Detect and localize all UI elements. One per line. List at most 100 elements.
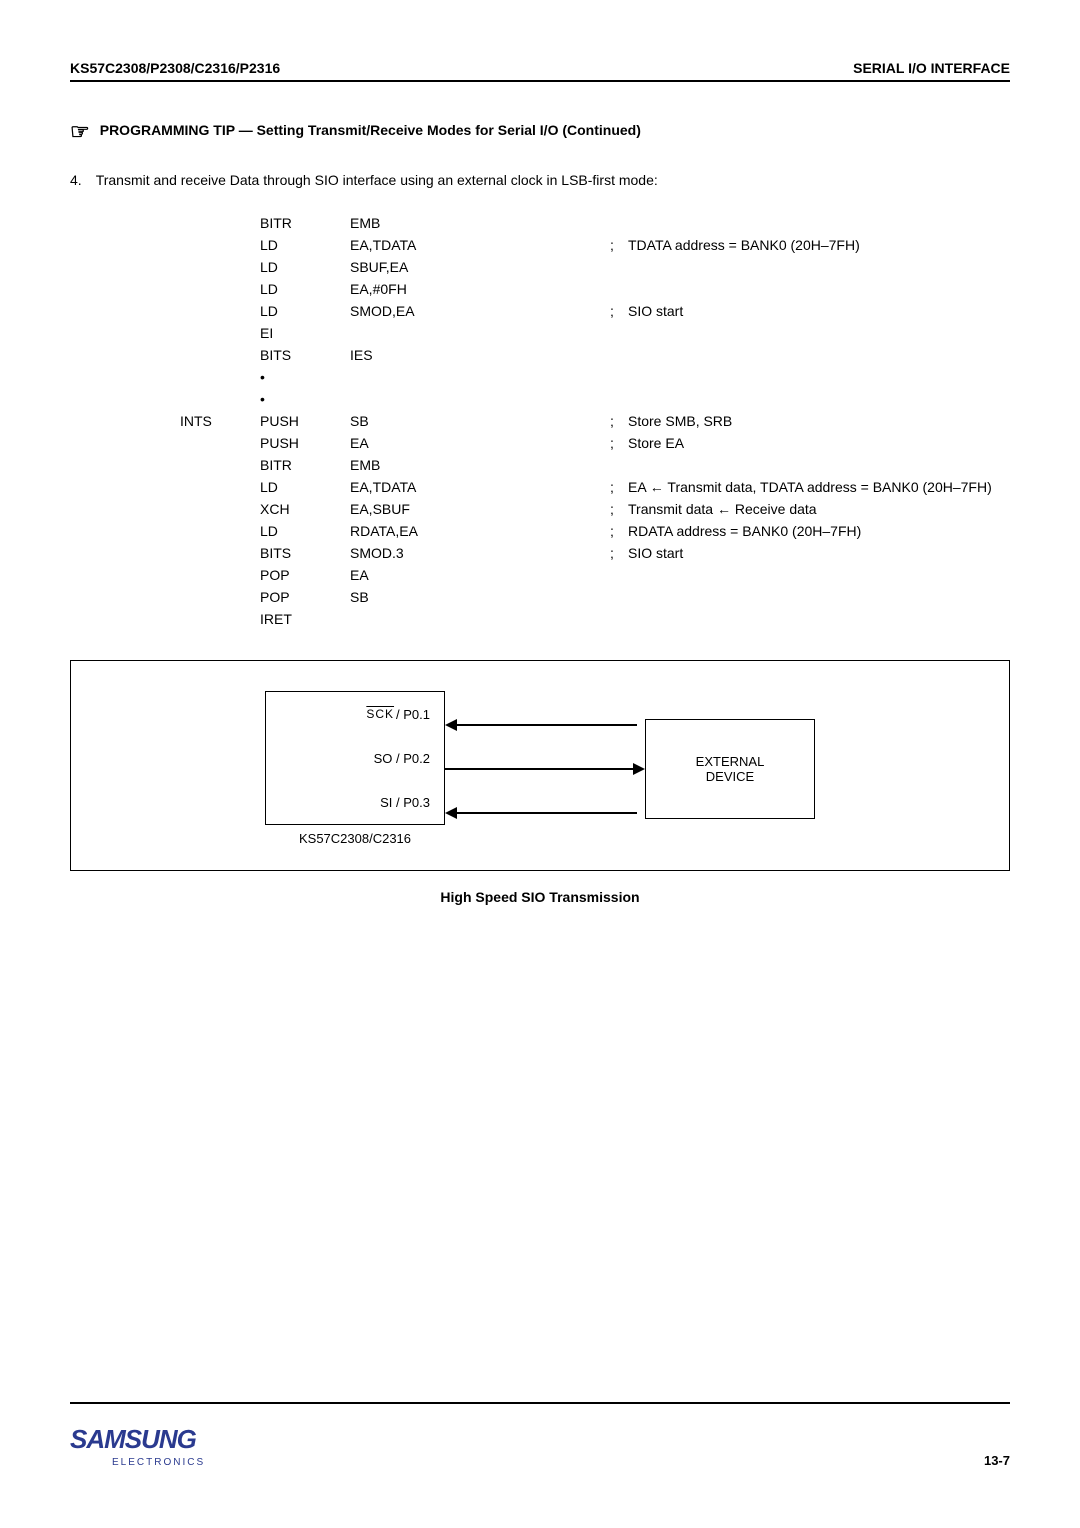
code-semicolon [610, 388, 628, 410]
code-comment: SIO start [628, 542, 1010, 564]
footer-rule [70, 1402, 1010, 1404]
code-semicolon: ; [610, 476, 628, 498]
code-operands: EA,TDATA [350, 476, 610, 498]
code-semicolon [610, 366, 628, 388]
code-semicolon: ; [610, 498, 628, 520]
code-semicolon [610, 454, 628, 476]
code-mnemonic: BITR [260, 212, 350, 234]
code-operands: EA,SBUF [350, 498, 610, 520]
pin-sck: SCK / P0.1 [266, 692, 444, 736]
code-operands: SMOD,EA [350, 300, 610, 322]
code-mnemonic: BITR [260, 454, 350, 476]
wire-so [445, 768, 633, 770]
wire-area [445, 703, 645, 835]
arrow-left-icon [445, 807, 457, 819]
code-row: XCHEA,SBUF;Transmit data ← Receive data [180, 498, 1010, 520]
wire-si [457, 812, 637, 814]
ext-line1: EXTERNAL [696, 754, 765, 769]
code-mnemonic: LD [260, 520, 350, 542]
code-comment [628, 388, 1010, 410]
code-label [180, 278, 260, 300]
code-row: • [180, 366, 1010, 388]
chip-box: SCK / P0.1 SO / P0.2 SI / P0.3 [265, 691, 445, 825]
doc-header: KS57C2308/P2308/C2316/P2316 SERIAL I/O I… [70, 60, 1010, 82]
code-mnemonic: LD [260, 476, 350, 498]
code-operands [350, 366, 610, 388]
code-label [180, 542, 260, 564]
code-comment: TDATA address = BANK0 (20H–7FH) [628, 234, 1010, 256]
pointing-hand-icon: ☞ [70, 122, 90, 142]
sck-overline: SCK [366, 707, 394, 721]
header-right: SERIAL I/O INTERFACE [853, 60, 1010, 76]
code-row: LDEA,TDATA;TDATA address = BANK0 (20H–7F… [180, 234, 1010, 256]
code-row: LDEA,#0FH [180, 278, 1010, 300]
code-mnemonic: BITS [260, 542, 350, 564]
code-row: BITSIES [180, 344, 1010, 366]
code-mnemonic: LD [260, 278, 350, 300]
code-label [180, 366, 260, 388]
code-operands: SBUF,EA [350, 256, 610, 278]
code-operands [350, 388, 610, 410]
code-mnemonic: XCH [260, 498, 350, 520]
ext-line2: DEVICE [706, 769, 754, 784]
paragraph-number: 4. [70, 172, 82, 188]
code-comment: Transmit data ← Receive data [628, 498, 1010, 520]
code-comment: Store EA [628, 432, 1010, 454]
pin-so: SO / P0.2 [266, 736, 444, 780]
code-label [180, 432, 260, 454]
code-operands: EA,TDATA [350, 234, 610, 256]
code-label [180, 212, 260, 234]
code-row: LDSBUF,EA [180, 256, 1010, 278]
code-row: LDSMOD,EA;SIO start [180, 300, 1010, 322]
code-label: INTS [180, 410, 260, 432]
code-comment: EA ← Transmit data, TDATA address = BANK… [628, 476, 1010, 498]
code-semicolon [610, 278, 628, 300]
code-row: BITREMB [180, 212, 1010, 234]
tip-title: PROGRAMMING TIP — Setting Transmit/Recei… [100, 122, 641, 138]
code-operands: IES [350, 344, 610, 366]
page-number: 13-7 [984, 1453, 1010, 1468]
code-row: BITREMB [180, 454, 1010, 476]
code-operands: EA [350, 432, 610, 454]
code-row: IRET [180, 608, 1010, 630]
code-label [180, 520, 260, 542]
assembly-listing: BITREMBLDEA,TDATA;TDATA address = BANK0 … [180, 212, 1010, 630]
code-label [180, 388, 260, 410]
code-mnemonic: • [260, 388, 350, 410]
logo-sub: ELECTRONICS [112, 1457, 205, 1468]
code-semicolon: ; [610, 300, 628, 322]
code-mnemonic: IRET [260, 608, 350, 630]
code-semicolon [610, 256, 628, 278]
header-left: KS57C2308/P2308/C2316/P2316 [70, 60, 280, 76]
code-operands: EA,#0FH [350, 278, 610, 300]
code-operands: EMB [350, 454, 610, 476]
code-label [180, 608, 260, 630]
code-label [180, 256, 260, 278]
code-semicolon: ; [610, 234, 628, 256]
code-row: POPSB [180, 586, 1010, 608]
programming-tip-line: ☞ PROGRAMMING TIP — Setting Transmit/Rec… [70, 122, 1010, 142]
diagram-content: SCK / P0.1 SO / P0.2 SI / P0.3 KS57C2308… [265, 691, 815, 846]
code-mnemonic: PUSH [260, 410, 350, 432]
code-comment [628, 366, 1010, 388]
code-comment [628, 322, 1010, 344]
chip-label: KS57C2308/C2316 [265, 831, 445, 846]
code-row: INTSPUSHSB;Store SMB, SRB [180, 410, 1010, 432]
code-semicolon [610, 564, 628, 586]
logo-main: SAMSUNG [70, 1424, 205, 1455]
code-comment [628, 454, 1010, 476]
arrow-right-icon [633, 763, 645, 775]
code-mnemonic: LD [260, 256, 350, 278]
code-comment: SIO start [628, 300, 1010, 322]
code-operands: SB [350, 586, 610, 608]
code-row: EI [180, 322, 1010, 344]
samsung-logo: SAMSUNG ELECTRONICS [70, 1424, 205, 1468]
code-mnemonic: POP [260, 586, 350, 608]
code-comment [628, 278, 1010, 300]
code-operands: SMOD.3 [350, 542, 610, 564]
doc-footer: SAMSUNG ELECTRONICS 13-7 [70, 1402, 1010, 1468]
paragraph-text: Transmit and receive Data through SIO in… [96, 172, 658, 188]
code-label [180, 322, 260, 344]
code-row: BITSSMOD.3;SIO start [180, 542, 1010, 564]
wire-sck [457, 724, 637, 726]
